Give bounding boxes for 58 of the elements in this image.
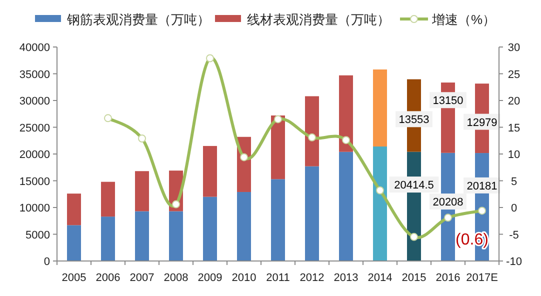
y-tick-label: 20000 [19, 149, 50, 161]
bar [373, 146, 387, 261]
x-tick-label: 2006 [96, 272, 120, 284]
y2-tick-label: -5 [509, 229, 519, 242]
y2-tick-label: 10 [508, 149, 520, 161]
bar [373, 69, 387, 147]
y-tick-label: 15000 [19, 176, 50, 188]
data-label: 20208 [432, 196, 464, 209]
bar [67, 194, 81, 226]
y2-tick-label: 0 [510, 202, 518, 214]
y2-tick-label: -10 [506, 256, 522, 268]
y-tick-label: 25000 [19, 122, 50, 134]
legend-label: 增速（%） [431, 12, 496, 27]
y-tick-label: 10000 [19, 202, 50, 214]
bar [237, 192, 251, 261]
data-label: 20414.5 [394, 180, 434, 192]
y2-tick-label: 25 [508, 68, 520, 81]
legend-label: 线材表观消费量（万吨） [247, 12, 390, 27]
y-tick-label: 0 [44, 256, 50, 268]
y2-tick-label: 5 [510, 176, 518, 188]
bar [339, 75, 353, 152]
data-label: 20181 [466, 180, 498, 192]
legend-label: 钢筋表观消费量（万吨） [66, 12, 210, 27]
y-tick-label: 40000 [19, 42, 50, 54]
bar [169, 211, 183, 261]
y-tick-label: 5000 [26, 229, 50, 242]
y2-tick-label: 15 [508, 122, 520, 134]
x-tick-label: 2005 [62, 272, 86, 284]
x-tick-label: 2014 [368, 272, 392, 284]
bar [305, 96, 319, 166]
bar [339, 152, 353, 261]
x-tick-label: 2010 [232, 272, 256, 284]
x-tick-label: 2009 [198, 272, 222, 284]
x-tick-label: 2007 [130, 272, 154, 284]
x-tick-label: 2008 [164, 272, 188, 284]
y2-tick-label: 20 [508, 96, 520, 108]
bar [203, 196, 217, 261]
bar [101, 182, 115, 217]
x-tick-label: 2013 [334, 272, 358, 284]
x-tick-label: 2011 [266, 272, 290, 284]
bar [305, 166, 319, 261]
y-tick-label: 35000 [19, 68, 50, 81]
bar [271, 179, 285, 261]
x-tick-label: 2015 [402, 272, 426, 284]
y-tick-label: 30000 [19, 96, 50, 108]
x-tick-label: 2016 [436, 272, 460, 284]
bar [271, 115, 285, 180]
data-label: 12979 [466, 116, 498, 129]
data-label: 13553 [398, 114, 430, 126]
y2-tick-label: 30 [508, 42, 520, 54]
bar [101, 216, 115, 261]
x-tick-label: 2017E [466, 272, 498, 284]
x-tick-label: 2012 [300, 272, 324, 284]
bar [135, 211, 149, 261]
bar [135, 171, 149, 212]
bar [67, 225, 81, 261]
bar [203, 146, 217, 197]
data-label: 13150 [432, 95, 464, 108]
